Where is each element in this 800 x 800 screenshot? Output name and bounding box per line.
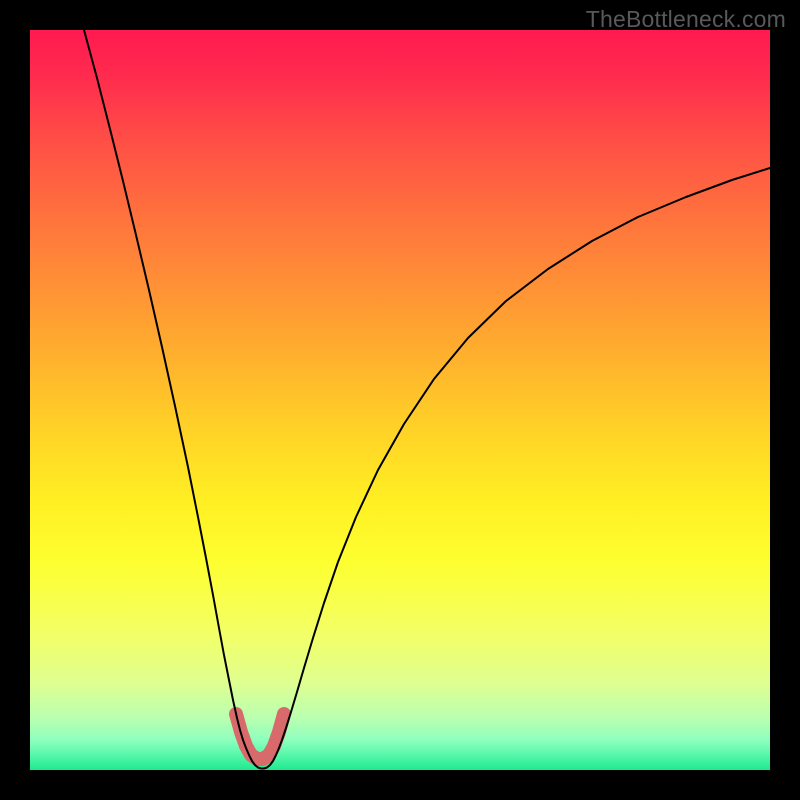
curve-layer: [30, 30, 770, 770]
watermark-text: TheBottleneck.com: [586, 6, 786, 33]
main-curve: [84, 30, 770, 769]
plot-area: [30, 30, 770, 770]
chart-frame: TheBottleneck.com: [0, 0, 800, 800]
